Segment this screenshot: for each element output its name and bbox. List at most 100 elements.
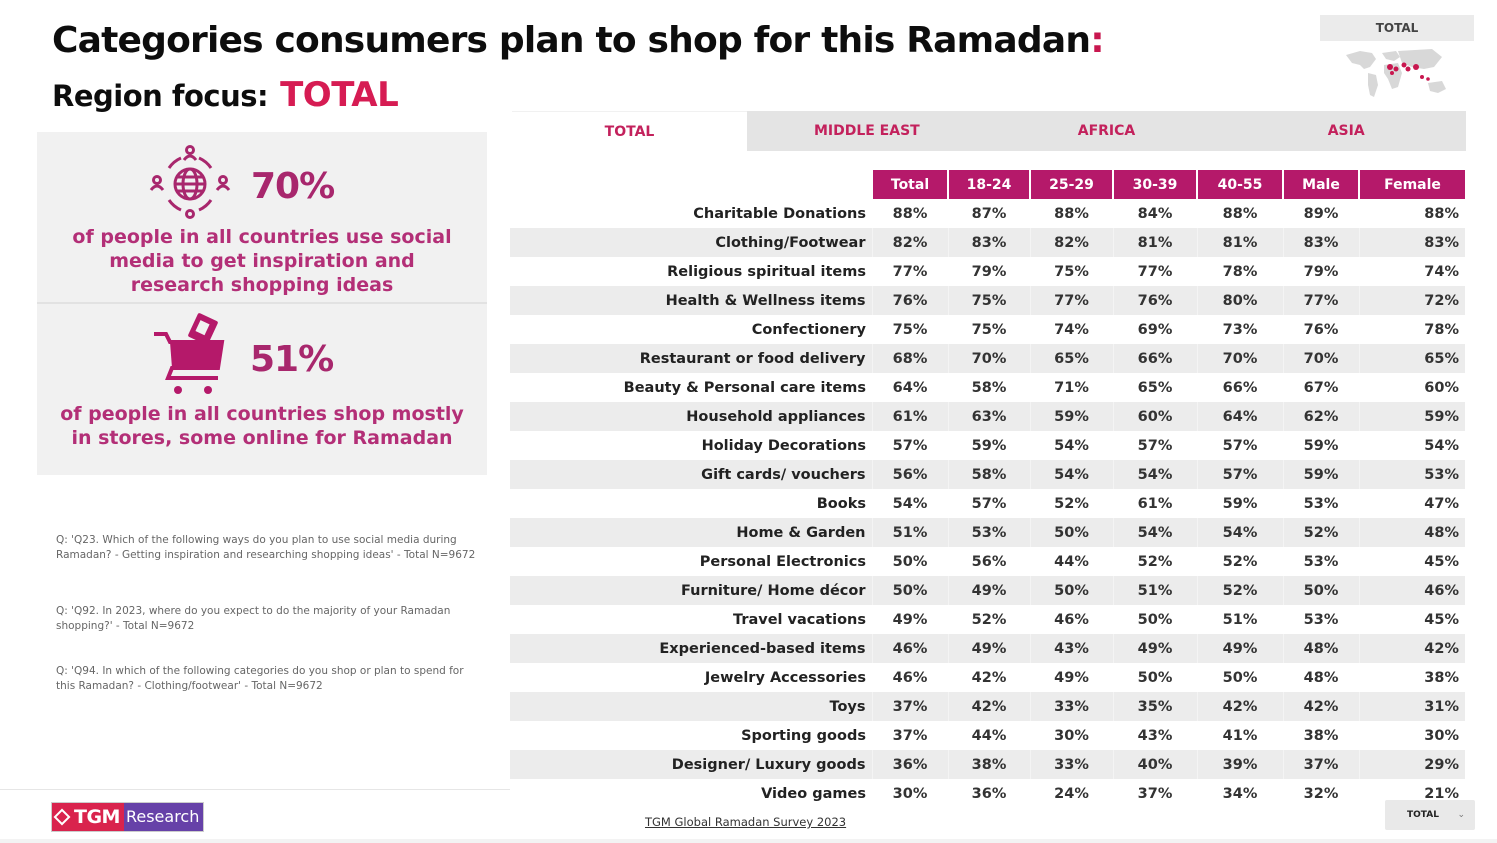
chevron-down-icon: ⌄ [1457, 810, 1465, 820]
cell-18-24: 57% [971, 495, 1007, 512]
stat-card-social-media: 70% of people in all countries use socia… [37, 132, 487, 304]
cell-25-29: 50% [1029, 576, 1113, 605]
cell-18-24: 49% [947, 576, 1030, 605]
key-stats-panel: 70% of people in all countries use socia… [37, 132, 487, 475]
cell-male: 62% [1282, 402, 1359, 431]
cell-female: 88% [1424, 205, 1459, 222]
cell-30-39: 35% [1112, 692, 1197, 721]
cell-25-29: 44% [1054, 553, 1089, 570]
cell-40-55: 57% [1222, 437, 1258, 454]
column-header-female: Female [1358, 170, 1465, 199]
category-label: Books [816, 495, 866, 512]
column-header-total: Total [871, 170, 948, 199]
cell-30-39: 54% [1112, 518, 1197, 547]
cell-18-24: 63% [947, 402, 1030, 431]
table-row: Furniture/ Home décor 50% 49% 50% 51% 52% 50% 4… [510, 576, 1465, 605]
cell-40-55: 66% [1222, 379, 1258, 396]
category-label: Religious spiritual items [667, 263, 866, 280]
cell-40-55: 51% [1222, 611, 1258, 628]
cell-male: 79% [1303, 263, 1339, 280]
cell-25-29: 43% [1029, 634, 1113, 663]
region-select-value: TOTAL [1407, 810, 1439, 820]
region-map-widget[interactable]: TOTAL [1320, 15, 1474, 105]
region-select-dropdown[interactable]: TOTAL ⌄ [1385, 800, 1475, 830]
stat-description-shopping: of people in all countries shop mostly i… [60, 403, 464, 449]
world-map-icon [1346, 49, 1446, 97]
cell-18-24: 56% [971, 553, 1007, 570]
cell-40-55: 73% [1222, 321, 1258, 338]
cell-40-55: 49% [1196, 634, 1283, 663]
footer-divider [0, 789, 510, 790]
cell-25-29: 46% [1054, 611, 1089, 628]
column-header-25-29: 25-29 [1029, 170, 1113, 199]
cell-male: 53% [1303, 495, 1339, 512]
category-label: Sporting goods [741, 727, 866, 744]
cell-male: 89% [1303, 205, 1339, 222]
cell-18-24: 70% [947, 344, 1030, 373]
cell-total: 75% [892, 321, 928, 338]
category-label: Gift cards/ vouchers [510, 460, 872, 489]
cell-18-24: 36% [971, 785, 1007, 802]
cell-male: 77% [1282, 286, 1359, 315]
category-label: Jewelry Accessories [704, 669, 866, 686]
cell-18-24: 42% [971, 669, 1007, 686]
cell-male: 50% [1282, 576, 1359, 605]
header-blank [510, 170, 872, 199]
cell-male: 76% [1303, 321, 1339, 338]
cell-total: 54% [892, 495, 928, 512]
category-label: Toys [510, 692, 872, 721]
table-row: Video games 30% 36% 24% 37% 34% 32% 21% [510, 779, 1465, 808]
category-label: Experienced-based items [510, 634, 872, 663]
tab-africa[interactable]: AFRICA [1077, 123, 1136, 139]
cell-25-29: 24% [1054, 785, 1089, 802]
cell-40-55: 88% [1222, 205, 1258, 222]
stat-value-shopping: 51% [250, 338, 334, 380]
tgm-research-logo: TGM Research [51, 802, 205, 832]
cell-total: 64% [892, 379, 928, 396]
cell-male: 37% [1282, 750, 1359, 779]
cell-40-55: 64% [1196, 402, 1283, 431]
cell-30-39: 65% [1137, 379, 1173, 396]
cell-female: 59% [1358, 402, 1465, 431]
tab-total[interactable]: TOTAL [512, 111, 747, 151]
cell-18-24: 38% [947, 750, 1030, 779]
category-label: Household appliances [510, 402, 872, 431]
tab-middle-east[interactable]: MIDDLE EAST [813, 123, 920, 139]
tab-asia[interactable]: ASIA [1327, 123, 1365, 139]
cell-female: 54% [1424, 437, 1459, 454]
cell-male: 52% [1282, 518, 1359, 547]
stat-value-social: 70% [251, 165, 335, 207]
cell-25-29: 77% [1029, 286, 1113, 315]
cell-male: 32% [1303, 785, 1339, 802]
cell-18-24: 52% [971, 611, 1007, 628]
cell-female: 42% [1358, 634, 1465, 663]
column-header-30-39: 30-39 [1112, 170, 1197, 199]
survey-source-link[interactable]: TGM Global Ramadan Survey 2023 [645, 815, 847, 829]
cell-25-29: 65% [1029, 344, 1113, 373]
cell-total: 51% [871, 518, 948, 547]
table-row: Books 54% 57% 52% 61% 59% 53% 47% [510, 489, 1465, 518]
table-row: Toys 37% 42% 33% 35% 42% 42% 31% [510, 692, 1465, 721]
cell-18-24: 53% [947, 518, 1030, 547]
category-label: Clothing/Footwear [510, 228, 872, 257]
cell-female: 46% [1358, 576, 1465, 605]
category-label: Designer/ Luxury goods [510, 750, 872, 779]
region-focus-value: TOTAL [280, 75, 399, 115]
cell-30-39: 49% [1112, 634, 1197, 663]
cell-total: 88% [892, 205, 928, 222]
cell-male: 53% [1303, 611, 1339, 628]
cell-female: 48% [1358, 518, 1465, 547]
cell-total: 37% [892, 727, 928, 744]
cell-total: 50% [892, 553, 928, 570]
cell-40-55: 54% [1196, 518, 1283, 547]
cell-18-24: 49% [947, 634, 1030, 663]
category-label: Travel vacations [733, 611, 866, 628]
cell-25-29: 49% [1054, 669, 1089, 686]
cell-female: 30% [1424, 727, 1459, 744]
question-note-q92: Q: 'Q92. In 2023, where do you expect to… [56, 605, 451, 632]
cell-40-55: 70% [1196, 344, 1283, 373]
cell-18-24: 58% [971, 379, 1007, 396]
category-label: Charitable Donations [693, 205, 866, 222]
cell-25-29: 82% [1029, 228, 1113, 257]
table-row: Holiday Decorations 57% 59% 54% 57% 57% 59% 54% [510, 431, 1465, 460]
